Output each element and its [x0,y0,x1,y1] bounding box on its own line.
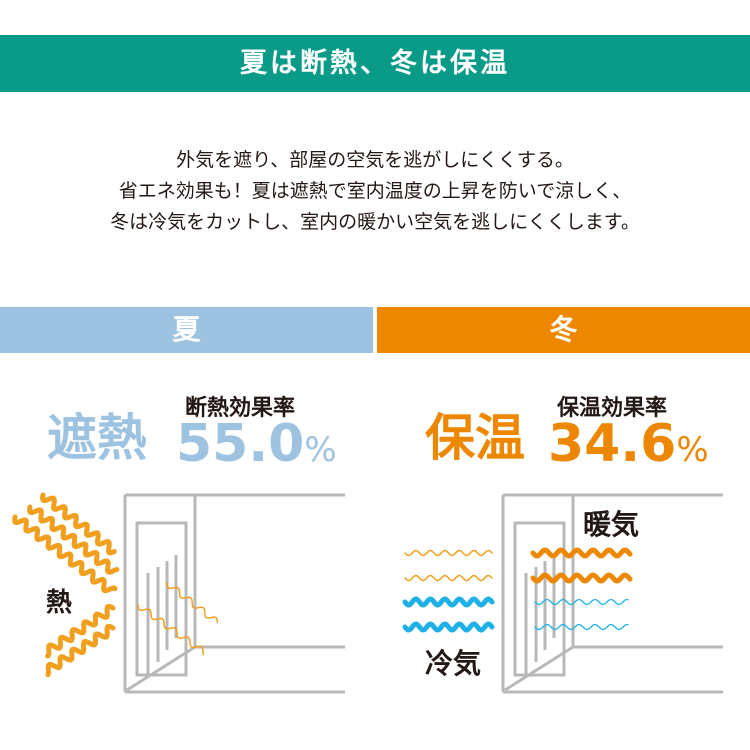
summer-metric-label: 断熱効果率 [185,396,296,421]
warm-wave [530,547,633,559]
heat-wave [12,514,118,594]
value-unit: % [304,430,337,470]
cold-air-label: 冷気 [425,647,482,680]
winter-metric-value: 34.6% [548,414,709,474]
cold-wave-thin [534,598,629,606]
heat-wave [27,504,120,575]
wall-line [504,645,574,692]
value-number: 34.6 [548,414,677,474]
heat-label: 熱 [46,588,73,618]
heat-wave-thin [137,604,205,656]
warm-wave-thin [404,574,493,582]
warm-wave [530,572,633,584]
summer-banner: 夏 [0,307,373,353]
heat-wave-thin [166,582,219,624]
page-title: 夏は断熱、冬は保温 [0,35,750,92]
wall-line [126,645,196,692]
value-unit: % [676,430,709,470]
window-frame [513,521,566,677]
winter-banner: 冬 [377,307,750,353]
intro-line: 冬は冷気をカットし、室内の暖かい空気を逃しにくくします。 [110,211,640,233]
summer-metric-value: 55.0% [176,414,337,474]
summer-headline: 遮熱 [47,409,147,467]
intro-line: 外気を遮り、部屋の空気を逃がしにくくする。 [176,149,574,171]
warm-wave-thin [404,549,493,557]
winter-metric-label: 保温効果率 [557,396,668,421]
window-frame [135,521,188,677]
intro-line: 省エネ効果も！夏は遮熱で室内温度の上昇を防いで涼しく、 [118,180,632,202]
warm-air-label: 暖気 [583,508,640,541]
cold-wave [402,596,495,608]
cold-wave-thin [534,623,629,631]
heat-wave [40,492,117,556]
cold-wave [402,621,495,633]
intro-text: 外気を遮り、部屋の空気を逃がしにくくする。 省エネ効果も！夏は遮熱で室内温度の上… [0,145,750,238]
winter-headline: 保温 [425,409,525,467]
value-number: 55.0 [176,414,305,474]
heat-wave [45,603,116,659]
heat-wave [45,623,116,678]
